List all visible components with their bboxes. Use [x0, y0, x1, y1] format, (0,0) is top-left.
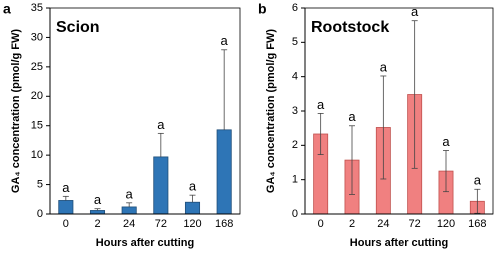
bar	[153, 156, 169, 215]
y-tick-label: 1	[292, 174, 298, 186]
significance-letter: a	[189, 179, 197, 194]
significance-letter: a	[380, 59, 388, 74]
y-tick-label: 3	[292, 105, 298, 117]
panel-label: a	[3, 1, 11, 17]
y-tick-label: 4	[292, 71, 298, 83]
y-tick-label: 5	[37, 178, 43, 190]
y-tick-label: 20	[31, 90, 43, 102]
y-tick-label: 15	[31, 120, 43, 132]
plot-frame	[49, 7, 241, 215]
x-tick-label: 120	[437, 218, 455, 230]
y-tick-label: 30	[31, 31, 43, 43]
significance-letter: a	[157, 117, 165, 132]
significance-letter: a	[126, 186, 134, 201]
y-tick-label: 0	[37, 208, 43, 220]
x-tick-label: 0	[318, 218, 324, 230]
panel-label: b	[258, 1, 267, 17]
y-tick-label: 35	[31, 2, 43, 14]
x-tick-label: 72	[409, 218, 421, 230]
significance-letter: a	[221, 33, 229, 48]
y-tick-label: 25	[31, 61, 43, 73]
significance-letter: a	[62, 180, 70, 195]
y-axis-label: GA₄ concentration (pmol/g FW)	[265, 29, 277, 193]
x-tick-label: 168	[468, 218, 486, 230]
significance-letter: a	[442, 134, 450, 149]
x-tick-label: 168	[215, 218, 233, 230]
plot-frame	[304, 7, 494, 215]
y-tick-label: 10	[31, 149, 43, 161]
y-tick-label: 2	[292, 139, 298, 151]
bar	[121, 206, 137, 215]
x-tick-label: 2	[94, 218, 100, 230]
x-axis-label: Hours after cutting	[350, 237, 448, 249]
y-axis-label: GA₄ concentration (pmol/g FW)	[10, 29, 22, 193]
y-tick-label: 6	[292, 2, 298, 14]
x-tick-label: 2	[349, 218, 355, 230]
bar	[184, 201, 201, 215]
y-tick-label: 0	[292, 208, 298, 220]
significance-letter: a	[94, 192, 102, 207]
chart-title: Rootstock	[311, 19, 389, 36]
x-tick-label: 24	[377, 218, 389, 230]
x-tick-label: 120	[183, 218, 201, 230]
x-tick-label: 24	[123, 218, 135, 230]
bar	[58, 200, 74, 215]
x-axis-label: Hours after cutting	[96, 237, 194, 249]
significance-letter: a	[411, 4, 419, 19]
significance-letter: a	[317, 97, 325, 112]
x-tick-label: 72	[155, 218, 167, 230]
bar	[89, 210, 106, 215]
chart-title: Scion	[56, 19, 100, 36]
bar	[216, 129, 232, 215]
significance-letter: a	[348, 109, 356, 124]
significance-letter: a	[474, 173, 482, 188]
y-tick-label: 5	[292, 36, 298, 48]
x-tick-label: 0	[63, 218, 69, 230]
